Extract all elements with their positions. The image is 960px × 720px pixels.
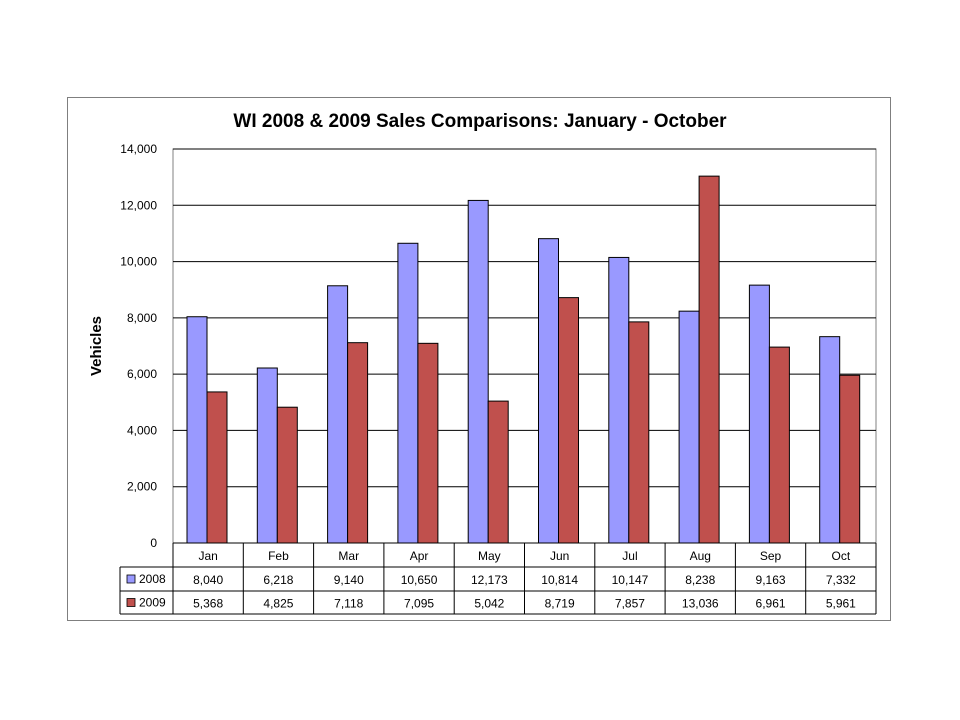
chart-title: WI 2008 & 2009 Sales Comparisons: Januar… — [233, 111, 727, 132]
bar-2008-sep — [748, 284, 770, 544]
category-label: Jul — [622, 549, 637, 563]
data-label: 13,036 — [682, 597, 719, 611]
data-label: 4,825 — [263, 597, 293, 611]
bar-2008-jul — [608, 256, 630, 544]
data-label: 8,719 — [545, 597, 575, 611]
bar-2009-jul — [628, 321, 650, 544]
legend-key-2009 — [126, 598, 136, 607]
data-label: 5,368 — [193, 597, 223, 611]
data-label: 10,814 — [541, 573, 578, 587]
bar-2009-mar — [347, 342, 369, 544]
bar-2009-aug — [698, 175, 720, 544]
data-label: 10,147 — [612, 573, 649, 587]
data-label: 5,961 — [826, 597, 856, 611]
data-label: 12,173 — [471, 573, 508, 587]
legend-label-2009: 2009 — [139, 596, 166, 610]
legend-key-2008 — [126, 574, 136, 584]
data-label: 8,238 — [685, 573, 715, 587]
bar-2008-apr — [397, 242, 419, 544]
category-label: Mar — [338, 549, 359, 563]
legend-label-2008: 2008 — [139, 572, 166, 586]
bar-2008-jan — [186, 316, 208, 544]
data-table: Jan Feb Mar Apr May Jun Jul Aug Sep Oct 2008 8,040 6… — [119, 542, 877, 615]
bar-2008-feb — [256, 367, 278, 544]
bar-2008-jun — [538, 238, 559, 544]
bar-2008-oct — [819, 336, 841, 544]
bar-2008-aug — [678, 310, 700, 544]
category-label: Aug — [690, 549, 711, 563]
data-label: 6,218 — [263, 573, 293, 587]
category-label: Oct — [832, 549, 851, 563]
data-label: 5,042 — [474, 597, 504, 611]
category-label: Apr — [410, 549, 429, 563]
data-label: 10,650 — [401, 573, 438, 587]
y-tick-label: 6,000 — [127, 367, 157, 381]
plot-area: 0 2,000 4,000 6,000 8,000 10,000 12,000 14,000 — [120, 142, 877, 550]
y-tick-label: 4,000 — [127, 423, 157, 437]
bar-2009-jan — [206, 391, 228, 544]
bar-2009-jun — [558, 297, 579, 544]
data-label: 9,163 — [756, 573, 786, 587]
data-label: 6,961 — [756, 597, 786, 611]
y-tick-label: 12,000 — [120, 198, 157, 212]
bar-2008-may — [467, 199, 489, 544]
y-axis-label: Vehicles — [88, 316, 105, 376]
data-label: 7,332 — [826, 573, 856, 587]
y-tick-label: 10,000 — [120, 255, 157, 269]
data-label: 9,140 — [334, 573, 364, 587]
y-tick-label: 14,000 — [120, 142, 157, 156]
y-tick-label: 2,000 — [127, 480, 157, 494]
data-label: 8,040 — [193, 573, 223, 587]
bar-2009-apr — [417, 342, 439, 544]
bar-2009-feb — [276, 406, 298, 544]
data-label: 7,118 — [334, 597, 363, 611]
category-label: Feb — [268, 549, 289, 563]
data-label: 7,857 — [615, 597, 645, 611]
bar-2009-may — [487, 400, 509, 544]
category-label: Jun — [550, 549, 569, 563]
data-label: 7,095 — [404, 597, 434, 611]
bar-2009-sep — [768, 346, 790, 544]
category-label: May — [478, 549, 501, 563]
bar-2009-oct — [839, 374, 861, 544]
category-label: Jan — [198, 549, 217, 563]
category-label: Sep — [760, 549, 782, 563]
bar-2008-mar — [327, 285, 349, 544]
y-tick-label: 8,000 — [127, 311, 157, 325]
y-tick-label: 0 — [150, 536, 157, 550]
